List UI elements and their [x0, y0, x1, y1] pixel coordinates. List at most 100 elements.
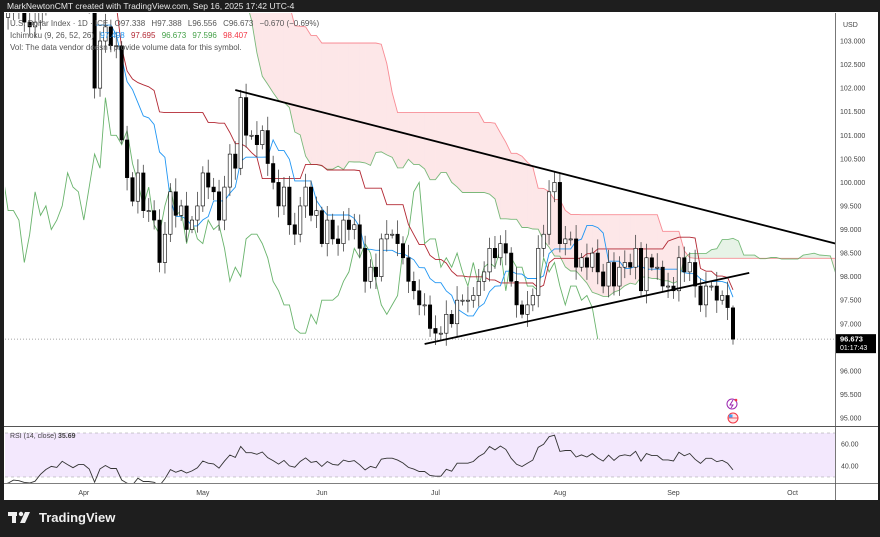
- cloud-segment: [624, 214, 631, 286]
- price-axis-label: 99.500: [840, 203, 862, 210]
- cloud-segment: [305, 26, 312, 165]
- rsi-label: RSI (14, close): [10, 433, 56, 440]
- candle-up: [384, 233, 389, 240]
- candle-down: [271, 163, 276, 183]
- cloud-segment: [473, 112, 479, 193]
- candle-up: [487, 248, 492, 273]
- candle-down: [22, 13, 27, 23]
- ichimoku-label: Ichimoku (9, 26, 52, 26): [10, 31, 95, 40]
- candle-up: [541, 233, 546, 249]
- cloud-segment: [516, 153, 523, 228]
- cloud-segment: [743, 255, 750, 259]
- candle-down: [346, 219, 351, 230]
- ohlc-high: H97.388: [151, 19, 182, 28]
- candle-down: [254, 134, 259, 145]
- candle-up: [98, 40, 103, 89]
- candle-down: [373, 266, 378, 277]
- trendline[interactable]: [424, 271, 750, 345]
- ichimoku-legend[interactable]: Ichimoku (9, 26, 52, 26) 97.498 97.695 9…: [10, 30, 252, 41]
- candle-down: [233, 153, 238, 169]
- candle-down: [276, 182, 281, 207]
- candle-down: [492, 248, 497, 259]
- candle-down: [595, 252, 600, 273]
- candle-up: [298, 205, 303, 235]
- ichimoku-chikou-value: 96.673: [161, 31, 187, 40]
- candle-down: [682, 257, 687, 273]
- candle-up: [568, 238, 573, 241]
- tradingview-logo[interactable]: TradingView: [8, 510, 115, 525]
- time-axis-label: Sep: [667, 490, 680, 497]
- candle-down: [584, 257, 589, 268]
- trendlines[interactable]: [235, 89, 836, 345]
- candle-down: [714, 285, 719, 301]
- candle-up: [379, 238, 384, 277]
- cloud-segment: [354, 42, 360, 163]
- trendline[interactable]: [235, 89, 836, 245]
- candle-up: [455, 299, 460, 325]
- cloud-segment: [657, 214, 663, 281]
- ichimoku-span-a-value: 97.596: [192, 31, 217, 40]
- ichimoku-kijun-line: [116, 13, 734, 290]
- cloud-segment: [532, 166, 539, 230]
- candle-down: [184, 205, 189, 230]
- candle-up: [179, 205, 184, 216]
- candle-down: [357, 224, 362, 249]
- candle-up: [135, 172, 140, 202]
- candle-up: [11, 13, 16, 14]
- cloud-segment: [300, 26, 306, 157]
- candle-down: [309, 186, 314, 216]
- cloud-segment: [332, 42, 339, 170]
- candle-up: [6, 13, 11, 18]
- cloud-segment: [241, 0, 246, 1]
- candle-down: [17, 3, 20, 8]
- ichimoku-tenkan-value: 97.498: [100, 31, 125, 40]
- candle-down: [509, 252, 514, 282]
- candle-down: [503, 243, 508, 254]
- candle-up: [341, 219, 346, 244]
- candle-down: [152, 210, 157, 221]
- ohlc-low: L96.556: [187, 19, 217, 28]
- cloud-segment: [397, 112, 403, 168]
- bar-countdown: 01:17:43: [840, 345, 867, 352]
- event-lightning-icon[interactable]: [726, 398, 738, 410]
- candle-down: [639, 248, 644, 292]
- candle-up: [465, 299, 470, 302]
- chart-attribution: MarkNewtonCMT created with TradingView.c…: [7, 1, 295, 11]
- cloud-segment: [467, 112, 474, 193]
- candle-up: [617, 266, 622, 287]
- candle-down: [406, 257, 411, 282]
- candle-down: [601, 271, 606, 287]
- time-axis-label: Apr: [78, 490, 90, 497]
- ichimoku-lines: [5, 13, 835, 340]
- candle-up: [390, 233, 395, 236]
- candle-down: [660, 266, 665, 287]
- ichimoku-kijun-value: 97.695: [130, 31, 156, 40]
- candle-up: [460, 299, 465, 302]
- ichimoku-tenkan-line: [92, 13, 734, 317]
- cloud-segment: [430, 112, 436, 180]
- candle-up: [606, 262, 611, 287]
- candle-down: [557, 182, 562, 244]
- price-axis-label: 102.000: [840, 86, 865, 93]
- cloud-segment: [592, 214, 598, 295]
- cloud-segment: [500, 132, 506, 219]
- candle-up: [325, 219, 330, 244]
- price-axis-label: 95.000: [840, 416, 862, 423]
- cloud-segment: [538, 188, 544, 241]
- candle-up: [260, 130, 265, 145]
- cloud-segment: [863, 254, 868, 294]
- candle-up: [200, 172, 205, 207]
- candle-down: [319, 210, 324, 244]
- time-axis-label: Aug: [554, 490, 567, 497]
- candle-down: [649, 257, 654, 268]
- cloud-segment: [711, 248, 717, 259]
- candle-up: [238, 97, 243, 169]
- ohlc-close: C96.673: [223, 19, 254, 28]
- cloud-segment: [289, 13, 295, 132]
- cloud-segment: [446, 112, 452, 183]
- ichimoku-chikou-line: [5, 97, 599, 340]
- candle-down: [1, 0, 4, 17]
- cloud-segment: [327, 42, 333, 170]
- time-axis-label: Jun: [316, 490, 327, 497]
